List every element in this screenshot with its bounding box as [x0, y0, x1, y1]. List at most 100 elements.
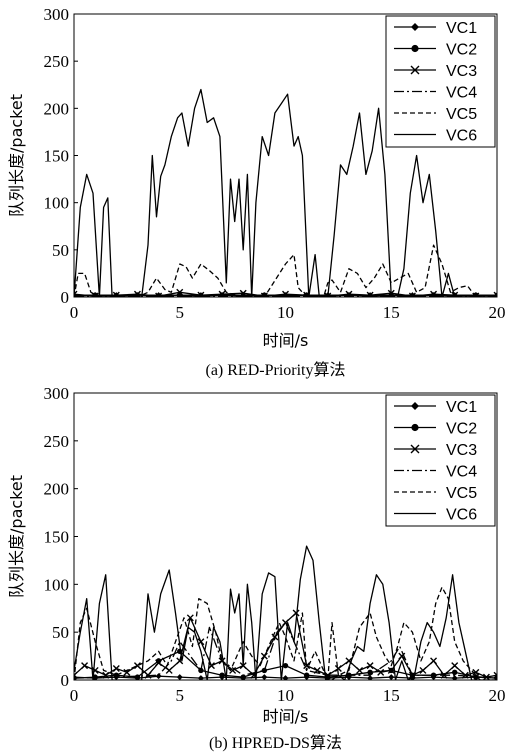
data-point-vc3 — [451, 662, 459, 670]
x-tick-label: 15 — [383, 303, 400, 322]
legend-marker-vc3 — [410, 65, 420, 75]
data-point-vc3 — [74, 671, 78, 679]
data-point-vc2 — [240, 674, 246, 680]
legend-label-vc6: VC6 — [446, 507, 477, 524]
x-axis-label: 时间/s — [263, 331, 309, 350]
data-point-vc3 — [239, 289, 247, 297]
series-line-vc5 — [74, 244, 497, 297]
legend-box — [385, 15, 496, 148]
legend-label-vc5: VC5 — [446, 106, 477, 123]
data-point-vc3 — [133, 662, 141, 670]
legend-marker-vc1 — [411, 23, 419, 31]
legend-label-vc1: VC1 — [446, 20, 477, 37]
data-point-vc1 — [197, 675, 204, 680]
data-point-vc3 — [493, 671, 497, 679]
data-point-vc3 — [482, 673, 490, 680]
data-point-vc1 — [367, 675, 374, 680]
chart-panel-a: 0 50 100 150 200 250 300 0 5 10 15 20 时间/s 队列长度/packe… — [7, 5, 506, 379]
y-tick-label: 250 — [44, 432, 70, 451]
data-point-vc2 — [219, 672, 225, 678]
plot-area — [74, 88, 497, 297]
data-point-vc3 — [176, 288, 184, 296]
legend-label-vc6: VC6 — [446, 128, 477, 145]
legend-label-vc2: VC2 — [446, 421, 477, 438]
data-point-vc3 — [155, 659, 163, 667]
data-point-vc3 — [356, 666, 364, 674]
data-point-vc1 — [155, 673, 162, 680]
data-point-vc3 — [377, 668, 385, 676]
chart-caption: (b) HPRED-DS算法 — [209, 733, 342, 752]
x-tick-label: 10 — [277, 686, 294, 705]
x-tick-label: 20 — [489, 303, 506, 322]
data-point-vc3 — [366, 291, 374, 297]
data-point-vc3 — [282, 290, 289, 297]
data-point-vc3 — [102, 671, 110, 679]
series-line-vc6 — [74, 88, 497, 297]
data-point-vc2 — [430, 672, 437, 678]
y-tick-label: 300 — [44, 5, 70, 24]
legend-label-vc1: VC1 — [446, 399, 477, 416]
series-line-vc4 — [74, 621, 497, 679]
data-point-vc3 — [387, 666, 395, 674]
y-tick-label: 100 — [44, 194, 70, 213]
legend-label-vc2: VC2 — [446, 42, 477, 59]
y-tick-label: 50 — [52, 241, 69, 260]
x-tick-label: 15 — [383, 686, 400, 705]
data-point-vc3 — [303, 662, 311, 670]
legend-label-vc4: VC4 — [446, 85, 477, 102]
data-point-vc3 — [398, 652, 406, 660]
y-tick-label: 50 — [52, 623, 69, 642]
data-point-vc1 — [261, 674, 268, 680]
data-point-vc2 — [134, 674, 141, 680]
legend-label-vc4: VC4 — [446, 464, 477, 481]
data-point-vc2 — [261, 667, 268, 674]
data-point-vc3 — [430, 657, 438, 665]
legend-box — [385, 394, 496, 527]
x-tick-label: 0 — [70, 303, 79, 322]
legend-marker-vc3 — [410, 444, 420, 454]
data-point-vc3 — [419, 666, 427, 674]
data-point-vc2 — [303, 672, 310, 678]
data-point-vc1 — [176, 674, 183, 680]
y-tick-label: 100 — [44, 575, 70, 594]
data-point-vc3 — [165, 666, 173, 674]
data-point-vc3 — [186, 614, 194, 622]
data-point-vc3 — [461, 671, 469, 679]
chart-caption: (a) RED-Priority算法 — [206, 360, 346, 379]
chart-panel-b: 0 50 100 150 200 250 300 0 5 10 15 20 时间/s 队列长度/packe… — [7, 384, 506, 752]
y-axis-label: 队列长度/packet — [7, 94, 26, 217]
data-point-vc3 — [366, 662, 374, 670]
data-point-vc3 — [112, 665, 120, 673]
y-tick-label: 0 — [61, 671, 70, 690]
x-tick-label: 5 — [176, 686, 185, 705]
data-point-vc3 — [155, 292, 163, 297]
y-tick-label: 150 — [44, 528, 70, 547]
data-point-vc3 — [123, 668, 131, 676]
data-point-vc3 — [81, 662, 89, 670]
series-line-vc6 — [74, 545, 497, 680]
y-tick-label: 200 — [44, 480, 70, 499]
data-point-vc3 — [229, 666, 237, 674]
legend-marker-vc2 — [411, 423, 419, 432]
y-tick-label: 300 — [44, 384, 70, 403]
legend-label-vc3: VC3 — [446, 63, 477, 80]
x-tick-label: 0 — [70, 686, 79, 705]
y-tick-label: 0 — [61, 288, 70, 307]
legend-label-vc5: VC5 — [446, 485, 477, 502]
data-point-vc2 — [452, 669, 458, 676]
data-point-vc3 — [292, 609, 300, 617]
data-point-vc3 — [334, 665, 342, 673]
x-tick-label: 5 — [176, 303, 185, 322]
legend-marker-vc1 — [411, 402, 419, 410]
legend-marker-vc2 — [411, 44, 419, 53]
data-point-vc2 — [473, 674, 479, 680]
y-tick-label: 250 — [44, 52, 70, 71]
data-point-vc1 — [451, 675, 458, 680]
data-point-vc3 — [112, 291, 120, 297]
data-point-vc3 — [197, 291, 205, 297]
x-tick-label: 20 — [489, 686, 506, 705]
data-point-vc1 — [388, 674, 395, 680]
legend-label-vc3: VC3 — [446, 442, 477, 459]
data-point-vc3 — [271, 633, 279, 641]
y-tick-label: 200 — [44, 99, 70, 118]
